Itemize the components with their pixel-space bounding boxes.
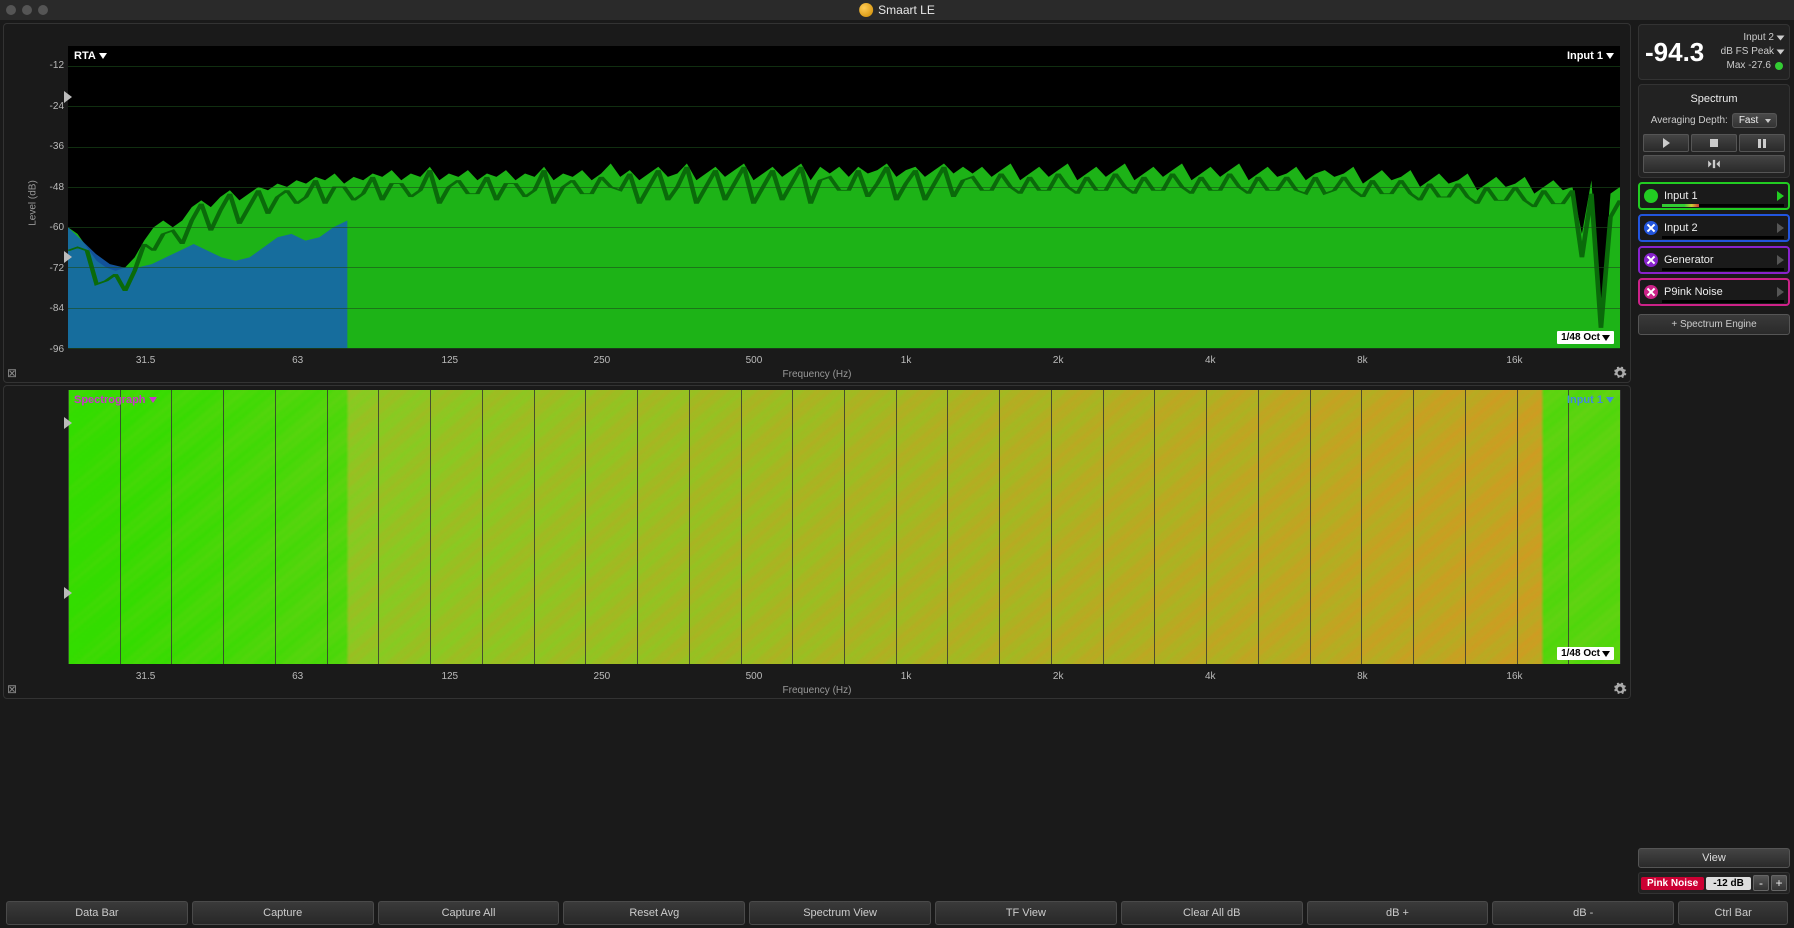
- toolbar-db-+-button[interactable]: dB +: [1307, 901, 1489, 925]
- spectrograph-plot-area[interactable]: Spectrograph Input 1 1/48 Oct: [68, 390, 1620, 664]
- input-play-icon[interactable]: [1777, 191, 1784, 201]
- level-peak-dropdown[interactable]: dB FS Peak: [1721, 45, 1783, 59]
- input-indicator-icon[interactable]: [1644, 189, 1658, 203]
- noise-minus-button[interactable]: -: [1753, 875, 1769, 891]
- input-strip-input-1[interactable]: Input 1: [1638, 182, 1790, 210]
- bottom-toolbar: Data BarCaptureCapture AllReset AvgSpect…: [0, 898, 1794, 928]
- rta-plot-area[interactable]: RTA Input 1 1/48 Oct: [68, 46, 1620, 348]
- avg-depth-select[interactable]: Fast: [1732, 113, 1777, 128]
- rta-resolution-dropdown[interactable]: 1/48 Oct: [1557, 331, 1614, 344]
- tools-button[interactable]: [1643, 155, 1785, 173]
- rta-marker[interactable]: [64, 91, 72, 103]
- spectro-close-icon[interactable]: ⊠: [7, 682, 21, 696]
- window-controls[interactable]: [6, 5, 48, 15]
- play-button[interactable]: [1643, 134, 1689, 152]
- spectrograph-chart: Frequency (Hz) 31.5631252505001k2k4k8k16…: [3, 385, 1631, 699]
- spectro-marker[interactable]: [64, 417, 72, 429]
- add-spectrum-engine-button[interactable]: + Spectrum Engine: [1638, 314, 1790, 335]
- toolbar-capture-button[interactable]: Capture: [192, 901, 374, 925]
- spectro-settings-icon[interactable]: [1613, 682, 1627, 696]
- rta-chart: Level (dB) Frequency (Hz) -12-24-36-48-6…: [3, 23, 1631, 383]
- input-label: Input 2: [1664, 222, 1771, 234]
- rta-mode-dropdown[interactable]: RTA: [74, 50, 107, 62]
- stop-button[interactable]: [1691, 134, 1737, 152]
- input-indicator-icon[interactable]: [1644, 253, 1658, 267]
- level-meter-panel: -94.3 Input 2 dB FS Peak Max -27.6: [1638, 24, 1790, 80]
- view-button[interactable]: View: [1638, 848, 1790, 868]
- toolbar-db---button[interactable]: dB -: [1492, 901, 1674, 925]
- titlebar: Smaart LE: [0, 0, 1794, 20]
- toolbar-clear-all-db-button[interactable]: Clear All dB: [1121, 901, 1303, 925]
- input-strip-generator[interactable]: Generator: [1638, 246, 1790, 274]
- spectrum-settings-panel: Spectrum Averaging Depth: Fast: [1638, 84, 1790, 178]
- rta-input-dropdown[interactable]: Input 1: [1567, 50, 1614, 62]
- toolbar-reset-avg-button[interactable]: Reset Avg: [563, 901, 745, 925]
- spectrum-title: Spectrum: [1643, 89, 1785, 113]
- noise-generator-row: Pink Noise -12 dB - +: [1638, 872, 1790, 894]
- noise-type-button[interactable]: Pink Noise: [1641, 877, 1704, 890]
- input-play-icon[interactable]: [1777, 287, 1784, 297]
- level-max-indicator: Max -27.6: [1721, 59, 1783, 73]
- input-indicator-icon[interactable]: [1644, 285, 1658, 299]
- toolbar-tf-view-button[interactable]: TF View: [935, 901, 1117, 925]
- input-label: Input 1: [1664, 190, 1771, 202]
- rta-settings-icon[interactable]: [1613, 366, 1627, 380]
- input-label: P9ink Noise: [1664, 286, 1771, 298]
- spectro-x-axis-label: Frequency (Hz): [783, 685, 852, 696]
- spectro-marker[interactable]: [64, 587, 72, 599]
- app-icon: [859, 3, 873, 17]
- minimize-icon[interactable]: [22, 5, 32, 15]
- spectro-input-dropdown[interactable]: Input 1: [1567, 394, 1614, 406]
- rta-y-axis-label: Level (dB): [27, 180, 38, 226]
- noise-plus-button[interactable]: +: [1771, 875, 1787, 891]
- maximize-icon[interactable]: [38, 5, 48, 15]
- input-play-icon[interactable]: [1777, 223, 1784, 233]
- input-indicator-icon[interactable]: [1644, 221, 1658, 235]
- spectro-resolution-dropdown[interactable]: 1/48 Oct: [1557, 647, 1614, 660]
- toolbar-spectrum-view-button[interactable]: Spectrum View: [749, 901, 931, 925]
- input-label: Generator: [1664, 254, 1771, 266]
- input-strip-input-2[interactable]: Input 2: [1638, 214, 1790, 242]
- input-play-icon[interactable]: [1777, 255, 1784, 265]
- rta-x-axis-label: Frequency (Hz): [783, 369, 852, 380]
- spectro-mode-dropdown[interactable]: Spectrograph: [74, 394, 157, 406]
- level-input-dropdown[interactable]: Input 2: [1721, 31, 1783, 45]
- input-strip-p9ink-noise[interactable]: P9ink Noise: [1638, 278, 1790, 306]
- noise-level-field[interactable]: -12 dB: [1706, 877, 1751, 890]
- pause-button[interactable]: [1739, 134, 1785, 152]
- app-title: Smaart LE: [859, 3, 935, 17]
- sidebar: -94.3 Input 2 dB FS Peak Max -27.6 Spect…: [1634, 20, 1794, 898]
- rta-close-icon[interactable]: ⊠: [7, 366, 21, 380]
- rta-marker[interactable]: [64, 251, 72, 263]
- toolbar-ctrl-bar-button[interactable]: Ctrl Bar: [1678, 901, 1788, 925]
- level-value: -94.3: [1645, 37, 1704, 68]
- close-icon[interactable]: [6, 5, 16, 15]
- toolbar-capture-all-button[interactable]: Capture All: [378, 901, 560, 925]
- toolbar-data-bar-button[interactable]: Data Bar: [6, 901, 188, 925]
- avg-depth-label: Averaging Depth:: [1651, 115, 1728, 126]
